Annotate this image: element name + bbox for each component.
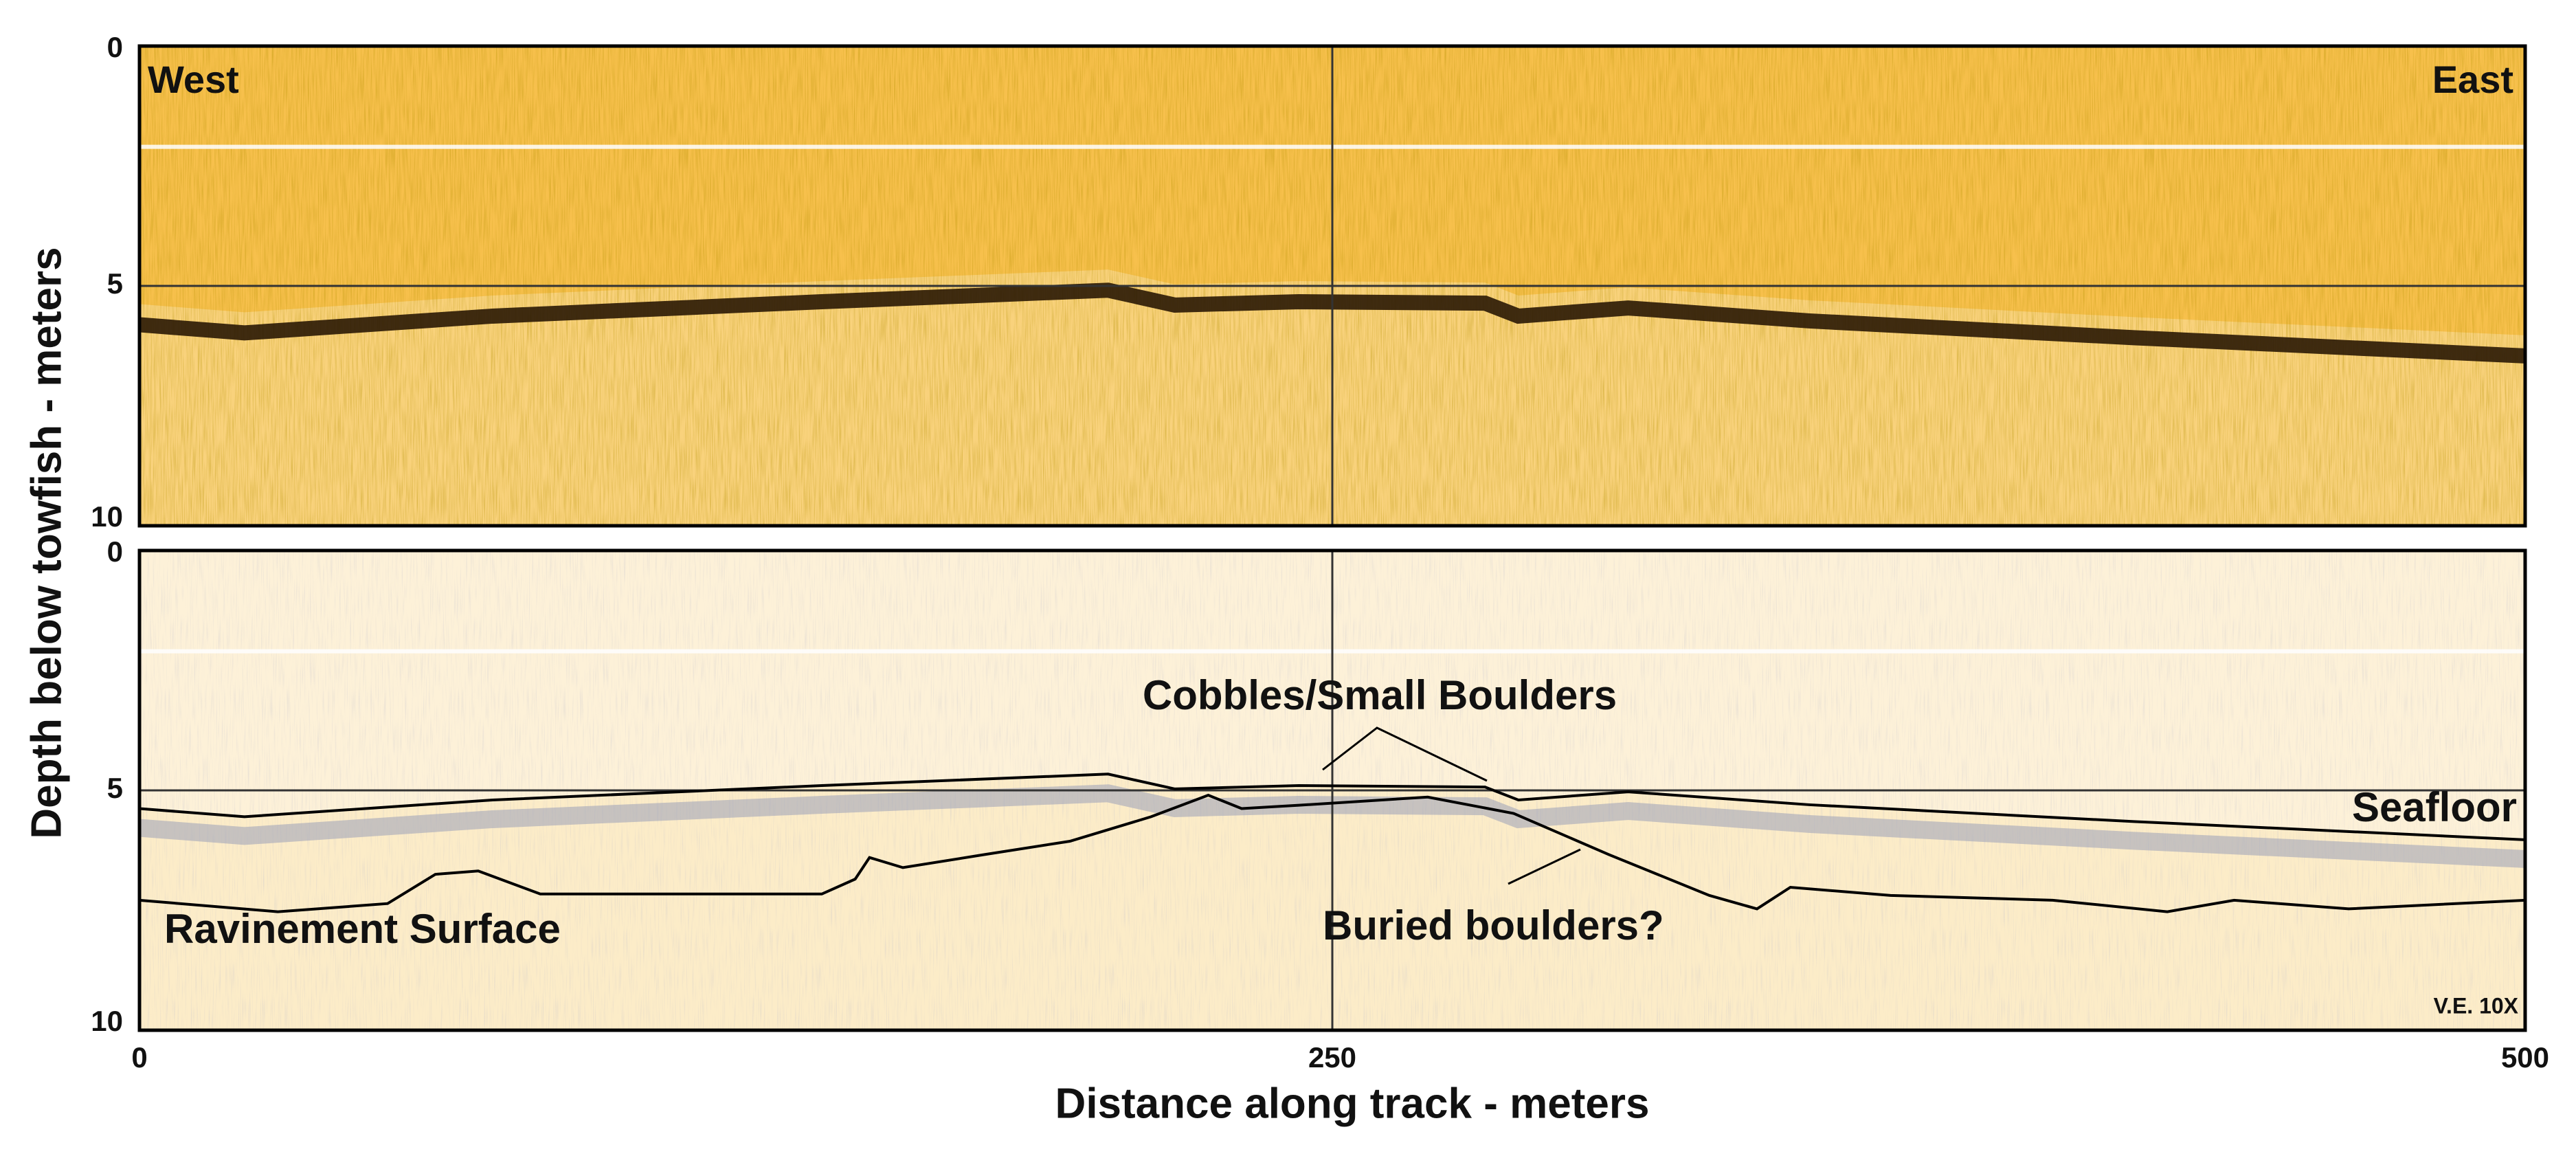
annotation: Cobbles/Small Boulders <box>1143 672 1617 718</box>
y-tick-label: 10 <box>91 500 123 533</box>
series-label: Seafloor <box>2352 784 2517 830</box>
seafloor-reflector <box>139 282 2525 364</box>
annotation: V.E. 10X <box>2434 993 2519 1018</box>
y-tick-label: 0 <box>107 31 123 63</box>
y-axis-label: Depth below towfish - meters <box>23 247 70 838</box>
annotation: Buried boulders? <box>1323 902 1664 948</box>
x-axis-label: Distance along track - meters <box>1055 1080 1650 1127</box>
y-tick-label: 5 <box>107 772 123 804</box>
panel <box>139 551 2525 1030</box>
leader-line <box>1322 726 1488 782</box>
y-tick-label: 5 <box>107 267 123 300</box>
x-tick-label: 250 <box>1308 1041 1356 1074</box>
annotation: East <box>2432 58 2513 101</box>
x-tick-label: 0 <box>131 1041 147 1074</box>
y-tick-label: 0 <box>107 535 123 568</box>
horizon-line <box>139 772 2525 841</box>
y-tick-label: 10 <box>91 1005 123 1037</box>
leader-line <box>1508 848 1581 885</box>
series-label: Ravinement Surface <box>164 906 561 952</box>
panel <box>139 46 2525 526</box>
panel-frame <box>137 548 2527 1032</box>
annotation: West <box>148 58 239 101</box>
panel-frame <box>137 44 2527 528</box>
horizon-line <box>139 793 2525 913</box>
x-tick-label: 500 <box>2501 1041 2549 1074</box>
